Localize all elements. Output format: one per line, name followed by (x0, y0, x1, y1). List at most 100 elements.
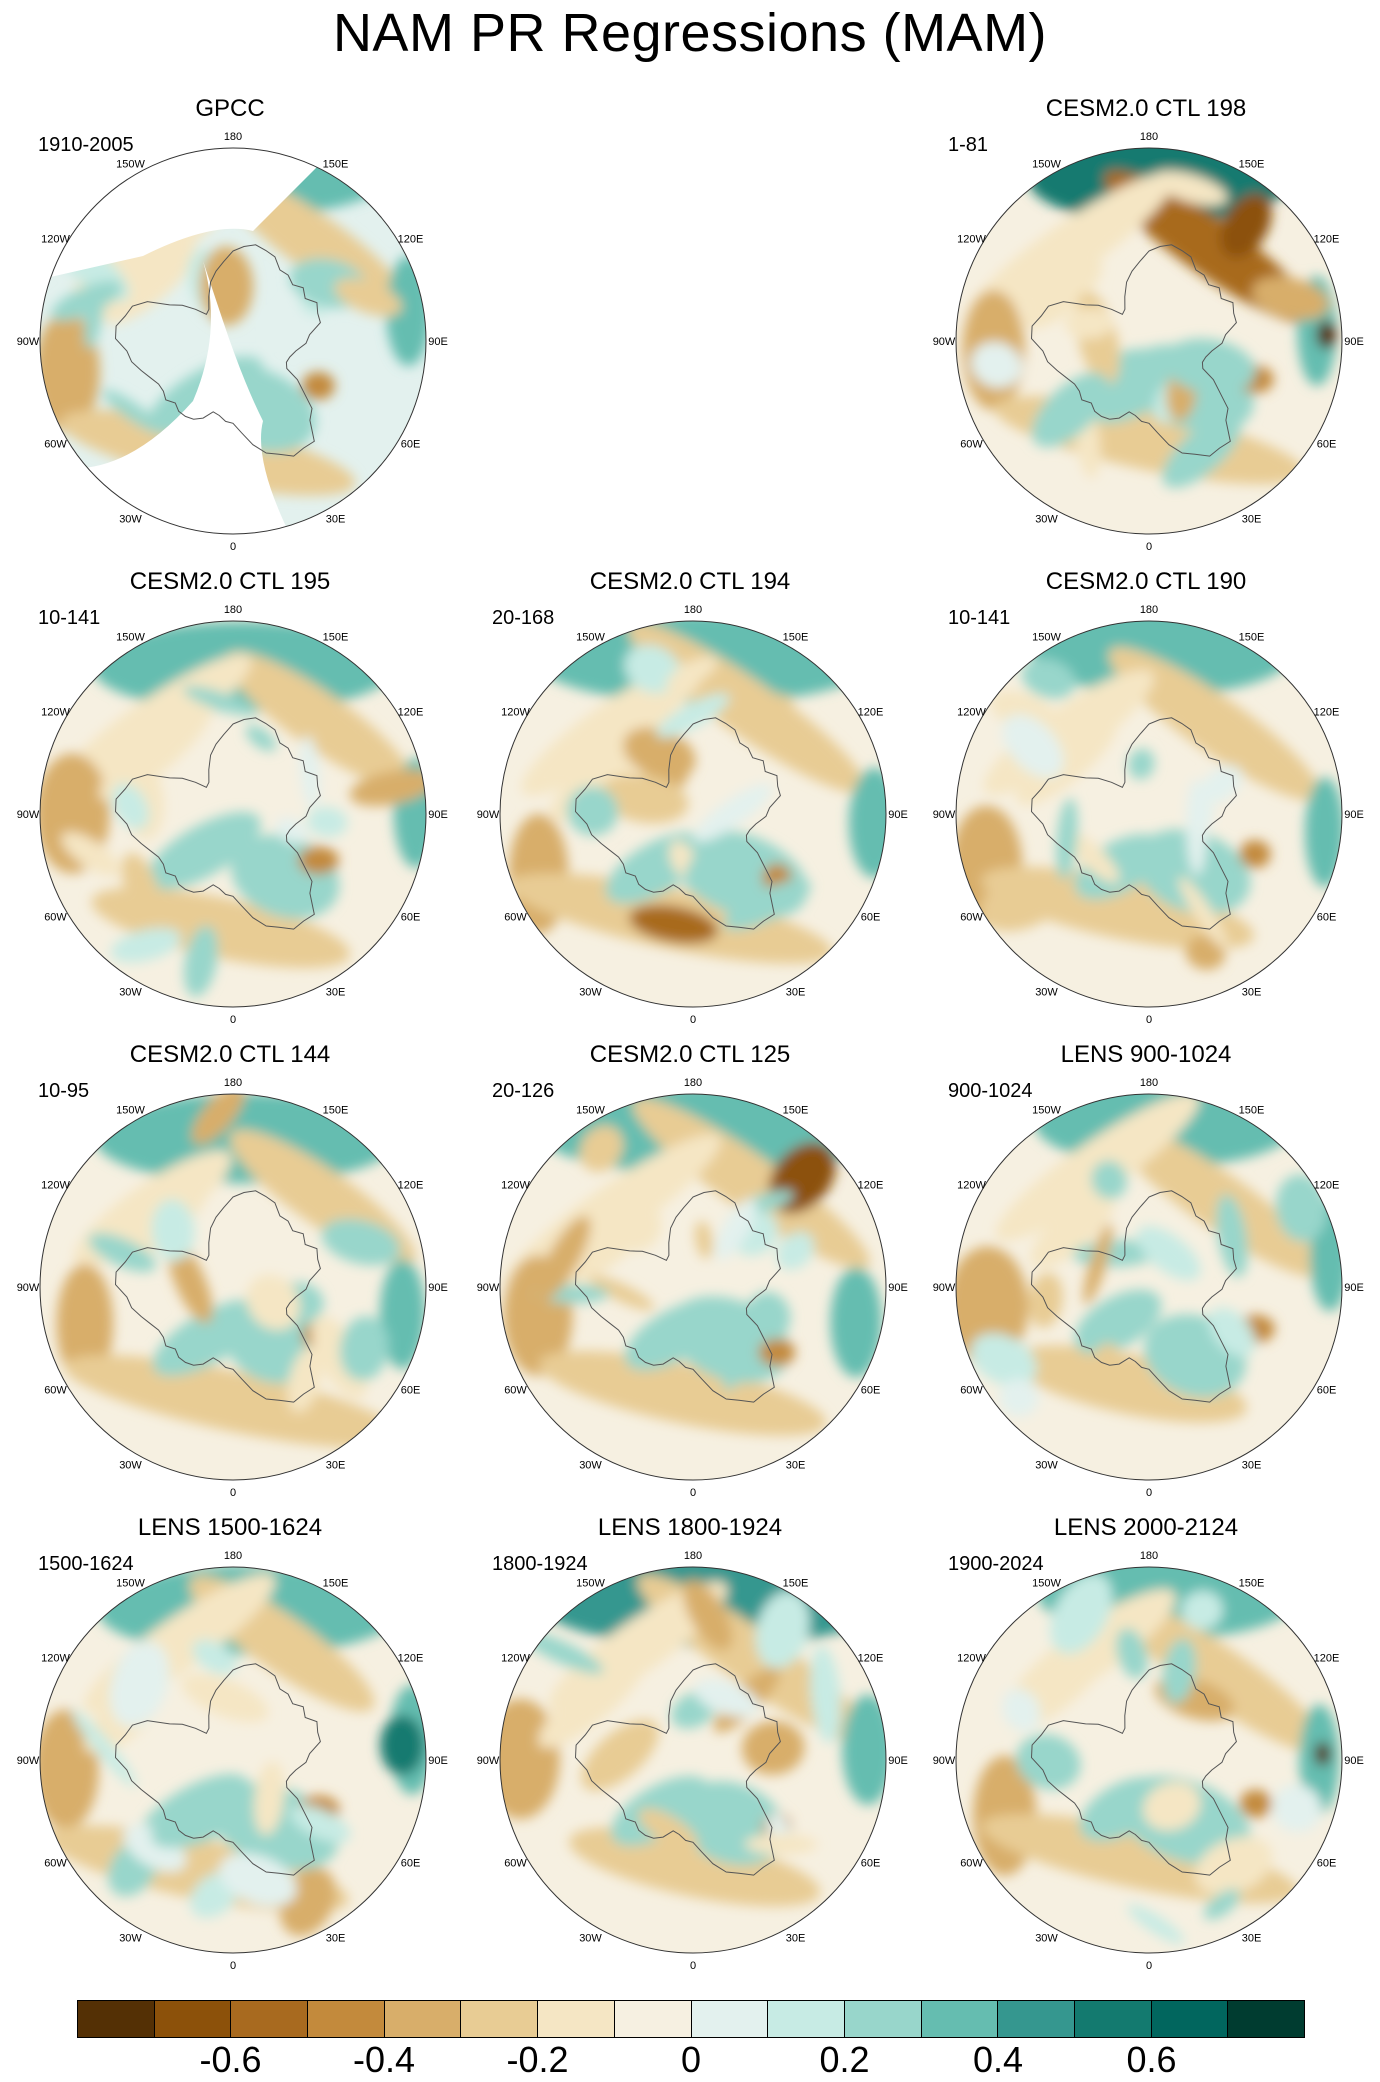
longitude-label: 30E (326, 514, 346, 526)
panel-title: CESM2.0 CTL 194 (589, 568, 791, 595)
colorbar-tick-label: 0.2 (819, 2039, 870, 2080)
longitude-label: 150E (783, 632, 809, 644)
panel-title: LENS 2000-2124 (1053, 1514, 1239, 1541)
anomaly-patch (218, 1853, 297, 1907)
anomaly-patch (741, 1720, 805, 1775)
longitude-label: 150E (1239, 632, 1265, 644)
anomaly-patch (656, 693, 730, 738)
anomaly-patch (638, 1808, 699, 1851)
longitude-label: 60W (44, 1385, 67, 1397)
longitude-label: 90E (428, 809, 448, 821)
colorbar-swatch (1228, 2001, 1304, 2037)
anomaly-patch (1030, 1194, 1115, 1268)
longitude-label: 90W (17, 1755, 40, 1767)
longitude-label: 60W (44, 439, 67, 451)
anomaly-patch (589, 1275, 655, 1311)
colorbar-swatch (384, 2001, 462, 2037)
longitude-label: 30E (1242, 1460, 1262, 1472)
longitude-label: 150W (1032, 159, 1061, 171)
colorbar-tick-label: -0.4 (352, 2039, 416, 2080)
colorbar-swatch (461, 2001, 539, 2037)
longitude-label: 60W (960, 1385, 983, 1397)
longitude-label: 60W (44, 1858, 67, 1870)
colorbar-tick-label: -0.6 (199, 2039, 262, 2080)
anomaly-patch (379, 1259, 426, 1370)
coastline (574, 1663, 781, 1876)
colorbar-swatch (231, 2001, 309, 2037)
longitude-label: 150W (576, 1578, 605, 1590)
anomaly-patch (744, 1833, 818, 1855)
anomaly-patch (339, 1316, 389, 1381)
longitude-label: 90W (17, 809, 40, 821)
longitude-label: 90E (1344, 809, 1364, 821)
anomaly-patch (569, 1827, 821, 1907)
anomaly-patch (607, 1197, 662, 1252)
anomaly-patch (758, 1338, 796, 1367)
anomaly-patch (1142, 1781, 1201, 1831)
anomaly-patch (683, 1579, 733, 1651)
anomaly-patch (1275, 1174, 1328, 1242)
coastline (114, 1663, 321, 1876)
longitude-label: 30W (1035, 1460, 1058, 1472)
anomaly-patch (1316, 320, 1337, 349)
longitude-label: 60E (401, 1385, 421, 1397)
anomaly-patch (1181, 1590, 1224, 1630)
polar-map: 180 150E 120E 90E 60E 30E 0 30W 60W 90W 120W 150W (933, 1077, 1364, 1499)
coastline (574, 717, 781, 930)
map-panel: CESM2.0 CTL 125 20-126 180 150E 120E 90E 60E 30… (460, 1041, 920, 1517)
longitude-label: 0 (690, 1014, 696, 1026)
anomaly-patch (287, 1346, 323, 1413)
longitude-label: 150W (1032, 1105, 1061, 1117)
longitude-label: 60E (401, 1858, 421, 1870)
panel-year-range: 10-141 (38, 607, 101, 629)
anomaly-patch (183, 686, 256, 716)
colorbar-swatch (1074, 2001, 1152, 2037)
longitude-label: 180 (1140, 131, 1158, 143)
longitude-label: 30W (1035, 514, 1058, 526)
anomaly-patch (298, 846, 339, 875)
longitude-label: 180 (224, 131, 242, 143)
anomaly-patch (1152, 170, 1228, 206)
anomaly-patch (538, 1654, 647, 1749)
longitude-label: 0 (230, 1960, 236, 1972)
longitude-label: 120E (858, 707, 884, 719)
coastline (114, 244, 321, 457)
longitude-label: 30W (579, 1460, 602, 1472)
longitude-label: 30E (326, 987, 346, 999)
panel-title: CESM2.0 CTL 198 (1045, 95, 1247, 122)
anomaly-patch (275, 817, 308, 844)
longitude-label: 150E (1239, 1105, 1265, 1117)
anomaly-patch (629, 904, 719, 944)
panel-year-range: 20-126 (492, 1080, 555, 1102)
map-border (499, 620, 887, 1008)
anomaly-patch (1056, 798, 1078, 880)
anomaly-patch (1162, 1638, 1197, 1704)
panel-year-range: 20-168 (492, 607, 555, 629)
anomaly-patch (722, 1332, 749, 1391)
longitude-label: 90E (1344, 1282, 1364, 1294)
panel-title: GPCC (195, 95, 265, 122)
anomaly-patch (776, 1231, 815, 1270)
map-panel: LENS 1500-1624 1500-1624 180 150E 120E 90E 60E… (0, 1514, 460, 1990)
colorbar-swatch (154, 2001, 232, 2037)
polar-map: 180 150E 120E 90E 60E 30E 0 30W 60W 90W 120W 150W (17, 604, 448, 1026)
anomaly-patch (301, 371, 335, 400)
panel-year-range: 10-141 (948, 607, 1011, 629)
longitude-label: 150E (323, 1105, 349, 1117)
anomaly-patch (121, 852, 160, 919)
anomaly-patch (40, 1709, 99, 1830)
panel-title: CESM2.0 CTL 125 (589, 1041, 791, 1068)
polar-map: 180 150E 120E 90E 60E 30E 0 30W 60W 90W 120W 150W (933, 1550, 1364, 1972)
map-border (39, 147, 427, 535)
longitude-label: 90E (1344, 1755, 1364, 1767)
colorbar-swatch (844, 2001, 922, 2037)
longitude-label: 120W (41, 707, 70, 719)
panel-title: CESM2.0 CTL 195 (129, 568, 331, 595)
anomaly-patch (1251, 276, 1329, 320)
coastline (1030, 1190, 1237, 1403)
map-border (955, 620, 1343, 1008)
colorbar-tick-label: 0.4 (972, 2039, 1024, 2080)
map-border (39, 620, 427, 1008)
longitude-label: 0 (690, 1487, 696, 1499)
longitude-label: 60E (861, 912, 881, 924)
